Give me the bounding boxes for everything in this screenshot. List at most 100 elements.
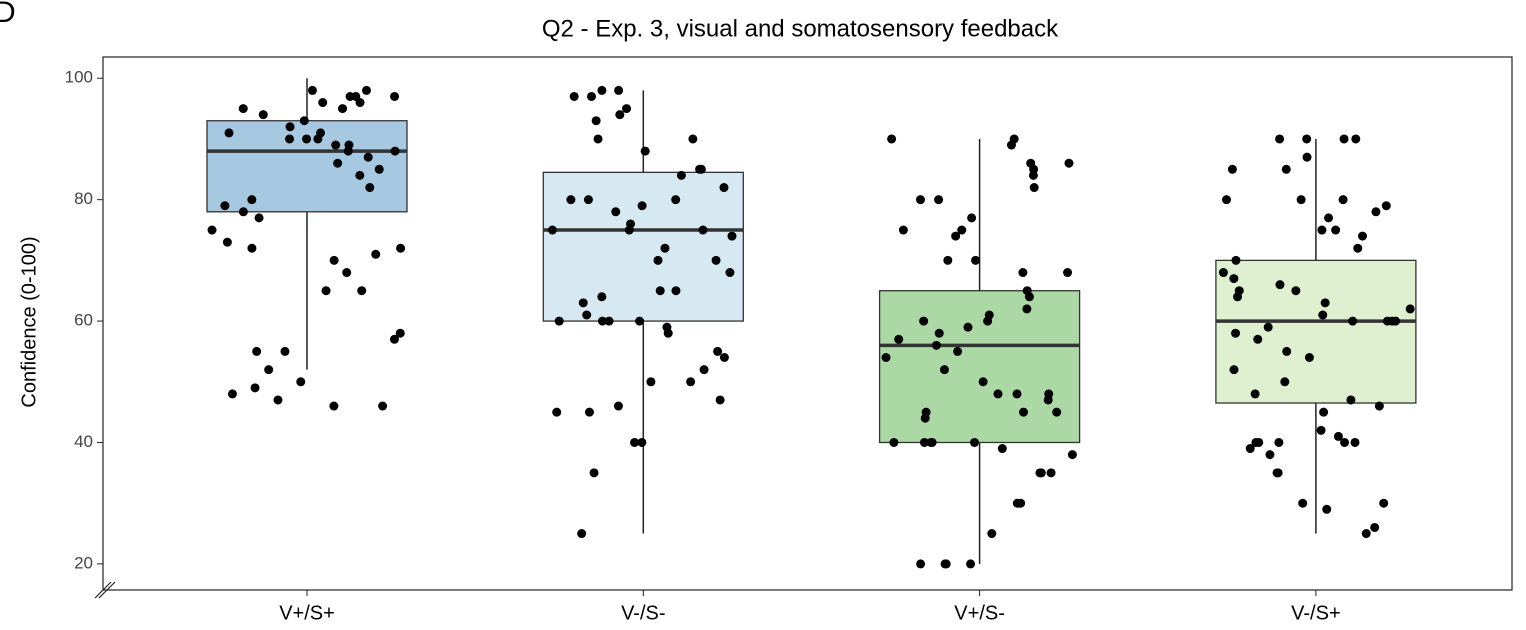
data-point	[1281, 164, 1291, 174]
data-point	[250, 383, 260, 393]
data-point	[1351, 134, 1361, 144]
data-point	[1282, 346, 1292, 356]
data-point	[957, 225, 967, 235]
data-point	[554, 316, 564, 326]
data-point	[1361, 529, 1371, 539]
data-point	[578, 298, 588, 308]
data-point	[1231, 328, 1241, 338]
data-point	[894, 334, 904, 344]
data-point	[1231, 255, 1241, 265]
data-point	[719, 352, 729, 362]
data-point	[313, 134, 323, 144]
data-point	[881, 352, 891, 362]
data-point	[357, 286, 367, 296]
data-point	[1028, 170, 1038, 180]
data-point	[916, 559, 926, 569]
y-axis-label: Confidence (0-100)	[18, 236, 40, 407]
data-point	[920, 413, 930, 423]
data-point	[329, 401, 339, 411]
data-point	[569, 91, 579, 101]
data-point	[1391, 316, 1401, 326]
x-tick-label: V+/S+	[279, 602, 335, 624]
y-tick-label: 40	[74, 432, 93, 451]
data-point	[1304, 352, 1314, 362]
data-point	[1302, 134, 1312, 144]
data-point	[1233, 292, 1243, 302]
data-point	[1353, 243, 1363, 253]
data-point	[1221, 195, 1231, 205]
data-point	[943, 255, 953, 265]
data-point	[597, 292, 607, 302]
data-point	[1022, 304, 1032, 314]
data-point	[584, 407, 594, 417]
data-point	[1333, 431, 1343, 441]
data-point	[934, 328, 944, 338]
x-tick-label: V-/S+	[1291, 602, 1340, 624]
data-point	[915, 195, 925, 205]
data-point	[637, 437, 647, 447]
data-point	[307, 85, 317, 95]
data-point	[238, 207, 248, 217]
data-point	[696, 164, 706, 174]
data-point	[589, 468, 599, 478]
data-point	[1229, 274, 1239, 284]
data-point	[1253, 334, 1263, 344]
data-point	[1063, 268, 1073, 278]
data-point	[637, 201, 647, 211]
data-point	[671, 195, 681, 205]
data-point	[613, 401, 623, 411]
data-point	[299, 116, 309, 126]
data-point	[1024, 292, 1034, 302]
data-point	[971, 255, 981, 265]
data-point	[587, 91, 597, 101]
data-point	[713, 346, 723, 356]
data-point	[302, 134, 312, 144]
data-point	[934, 195, 944, 205]
data-point	[1331, 225, 1341, 235]
data-point	[1043, 395, 1053, 405]
data-point	[1298, 498, 1308, 508]
data-point	[1370, 522, 1380, 532]
data-point	[1346, 395, 1356, 405]
data-point	[1275, 134, 1285, 144]
data-point	[660, 243, 670, 253]
data-point	[671, 286, 681, 296]
data-point	[1280, 377, 1290, 387]
data-point	[615, 110, 625, 120]
data-point	[396, 243, 406, 253]
data-point	[655, 286, 665, 296]
data-point	[1379, 498, 1389, 508]
data-point	[378, 401, 388, 411]
box	[542, 171, 744, 322]
data-point	[1064, 158, 1074, 168]
data-point	[247, 195, 257, 205]
data-point	[967, 213, 977, 223]
data-point	[719, 183, 729, 193]
data-point	[395, 328, 405, 338]
chart-title: Q2 - Exp. 3, visual and somatosensory fe…	[542, 15, 1059, 42]
data-point	[1320, 298, 1330, 308]
data-point	[640, 146, 650, 156]
data-point	[1227, 164, 1237, 174]
data-point	[1016, 498, 1026, 508]
plot-frame	[102, 56, 1513, 591]
data-point	[1272, 468, 1282, 478]
data-point	[355, 170, 365, 180]
data-point	[247, 243, 257, 253]
data-point	[264, 365, 274, 375]
data-point	[254, 213, 264, 223]
data-point	[1339, 134, 1349, 144]
data-point	[258, 110, 268, 120]
data-point	[583, 195, 593, 205]
data-point	[997, 444, 1007, 454]
data-point	[207, 225, 217, 235]
x-tick-label: V+/S-	[954, 602, 1005, 624]
panel-label: D	[0, 0, 16, 29]
data-point	[939, 365, 949, 375]
data-point	[699, 365, 709, 375]
data-point	[1340, 437, 1350, 447]
data-point	[1322, 504, 1332, 514]
data-point	[963, 322, 973, 332]
data-point	[624, 225, 634, 235]
y-tick-label: 20	[74, 553, 93, 572]
